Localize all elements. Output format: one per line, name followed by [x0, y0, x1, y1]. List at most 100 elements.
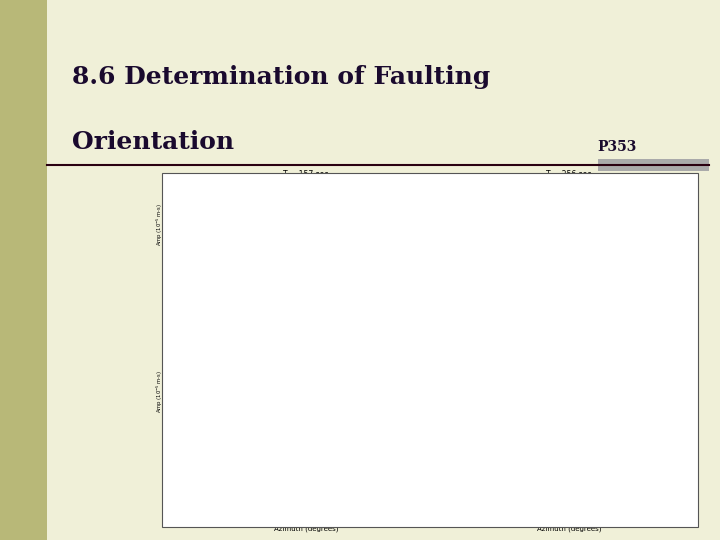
Point [406, 505, 418, 514]
Point [374, 499, 385, 508]
Point [559, 269, 571, 278]
Point [234, 265, 246, 273]
Point [471, 356, 482, 365]
Point [571, 196, 582, 205]
Point [241, 334, 253, 342]
X-axis label: Azimuth (degrees): Azimuth (degrees) [274, 526, 338, 532]
Point [364, 330, 376, 339]
Point [382, 327, 394, 335]
Point [606, 334, 617, 343]
Point [264, 235, 276, 244]
Point [336, 376, 348, 384]
Point [600, 366, 612, 374]
Point [420, 267, 431, 276]
Point [214, 334, 225, 342]
Point [513, 395, 524, 403]
Point [395, 507, 406, 515]
Point [663, 211, 675, 219]
Point [513, 497, 524, 505]
Point [458, 442, 469, 450]
Point [575, 183, 587, 191]
Point [287, 275, 298, 284]
Point [613, 369, 624, 377]
Point [581, 219, 593, 228]
Point [639, 328, 650, 337]
Text: 8.6 Determination of Faulting: 8.6 Determination of Faulting [72, 65, 490, 89]
Point [566, 274, 577, 282]
Point [178, 472, 189, 481]
Point [443, 272, 454, 280]
Point [318, 205, 330, 213]
Point [495, 442, 506, 451]
Point [497, 264, 508, 272]
Point [582, 435, 593, 444]
Point [639, 321, 650, 330]
Point [238, 329, 250, 338]
Point [397, 268, 408, 276]
Point [569, 415, 580, 423]
Point [280, 501, 292, 509]
Point [264, 348, 276, 357]
Point [412, 267, 423, 275]
Text: Rayleigh Waves: Rayleigh Waves [451, 190, 507, 195]
Point [197, 208, 208, 217]
Point [454, 187, 466, 196]
Point [521, 497, 532, 505]
Point [549, 199, 560, 207]
Point [483, 442, 495, 450]
Point [374, 252, 386, 261]
Point [621, 339, 632, 348]
Point [216, 447, 228, 455]
Point [603, 331, 615, 340]
Point [403, 375, 415, 384]
Point [412, 387, 423, 396]
Text: Love Waves: Love Waves [451, 357, 493, 363]
Point [290, 393, 302, 401]
Point [380, 347, 392, 355]
Point [562, 422, 574, 430]
Point [544, 202, 555, 211]
X-axis label: Azimuth (degrees): Azimuth (degrees) [536, 526, 601, 532]
Point [300, 175, 312, 184]
Point [545, 205, 557, 213]
Point [267, 225, 279, 233]
Point [212, 350, 223, 359]
Point [253, 340, 265, 348]
Point [248, 249, 260, 258]
Point [612, 440, 624, 449]
Point [419, 411, 431, 420]
Text: Love Waves: Love Waves [257, 357, 294, 363]
Point [627, 265, 639, 273]
Point [355, 244, 366, 252]
Point [600, 438, 611, 447]
Point [238, 473, 250, 482]
Point [573, 186, 585, 195]
Point [536, 355, 548, 363]
Point [187, 277, 199, 286]
Point [290, 276, 302, 285]
Point [271, 491, 283, 500]
Point [310, 201, 321, 210]
Point [379, 356, 391, 365]
Point [568, 438, 580, 447]
Point [554, 191, 565, 199]
Title: T = 157 sec: T = 157 sec [283, 170, 329, 179]
Point [528, 502, 540, 511]
Point [279, 364, 290, 373]
Point [616, 442, 628, 450]
Point [496, 415, 508, 423]
Point [451, 437, 463, 446]
Point [202, 381, 214, 390]
Point [298, 180, 310, 189]
Point [383, 238, 395, 247]
Point [285, 202, 297, 211]
Point [310, 275, 322, 284]
Point [619, 242, 631, 251]
Point [442, 423, 454, 431]
Point [380, 334, 392, 342]
Point [675, 380, 686, 388]
Point [215, 444, 227, 453]
Y-axis label: Amp (10$^{-5}$ m-s): Amp (10$^{-5}$ m-s) [155, 202, 165, 246]
Point [330, 438, 341, 447]
Point [272, 359, 284, 368]
